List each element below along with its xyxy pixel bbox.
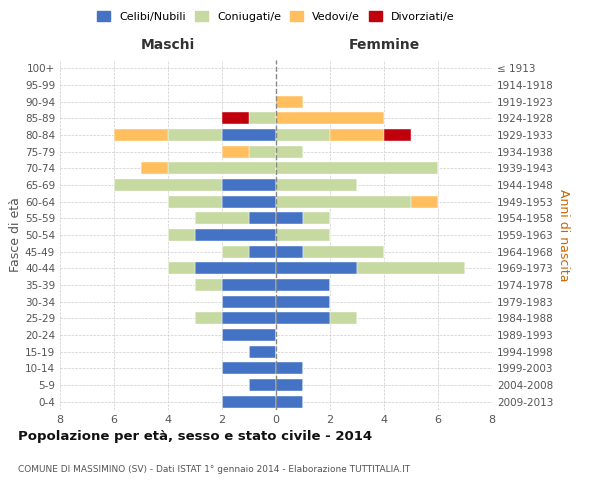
Bar — [276, 279, 330, 291]
Bar — [276, 229, 330, 241]
Bar — [276, 296, 330, 308]
Bar — [222, 279, 276, 291]
Bar — [276, 162, 438, 174]
Bar — [303, 246, 384, 258]
Bar — [276, 312, 330, 324]
Bar — [276, 129, 330, 141]
Text: Femmine: Femmine — [349, 38, 419, 52]
Bar — [168, 196, 222, 207]
Bar — [168, 162, 276, 174]
Bar — [195, 279, 222, 291]
Text: Maschi: Maschi — [141, 38, 195, 52]
Bar — [276, 246, 303, 258]
Bar — [276, 262, 357, 274]
Bar — [222, 112, 249, 124]
Bar — [330, 129, 384, 141]
Bar — [168, 229, 195, 241]
Bar — [222, 179, 276, 191]
Bar — [222, 146, 249, 158]
Bar — [411, 196, 438, 207]
Bar — [195, 262, 276, 274]
Bar — [357, 262, 465, 274]
Bar — [249, 146, 276, 158]
Bar — [222, 312, 276, 324]
Bar — [141, 162, 168, 174]
Bar — [249, 346, 276, 358]
Bar — [168, 262, 195, 274]
Bar — [195, 212, 249, 224]
Bar — [276, 196, 411, 207]
Bar — [276, 179, 357, 191]
Bar — [222, 246, 249, 258]
Bar — [276, 96, 303, 108]
Text: Popolazione per età, sesso e stato civile - 2014: Popolazione per età, sesso e stato civil… — [18, 430, 372, 443]
Bar — [384, 129, 411, 141]
Bar — [222, 196, 276, 207]
Text: COMUNE DI MASSIMINO (SV) - Dati ISTAT 1° gennaio 2014 - Elaborazione TUTTITALIA.: COMUNE DI MASSIMINO (SV) - Dati ISTAT 1°… — [18, 465, 410, 474]
Bar — [249, 246, 276, 258]
Bar — [222, 129, 276, 141]
Bar — [249, 212, 276, 224]
Bar — [276, 362, 303, 374]
Bar — [222, 329, 276, 341]
Bar — [195, 229, 276, 241]
Bar — [276, 212, 303, 224]
Bar — [276, 112, 384, 124]
Legend: Celibi/Nubili, Coniugati/e, Vedovi/e, Divorziati/e: Celibi/Nubili, Coniugati/e, Vedovi/e, Di… — [94, 8, 458, 25]
Bar — [195, 312, 222, 324]
Y-axis label: Anni di nascita: Anni di nascita — [557, 188, 570, 281]
Bar — [114, 129, 168, 141]
Bar — [330, 312, 357, 324]
Bar — [303, 212, 330, 224]
Bar — [249, 379, 276, 391]
Bar — [114, 179, 222, 191]
Y-axis label: Fasce di età: Fasce di età — [9, 198, 22, 272]
Bar — [222, 396, 276, 407]
Bar — [276, 396, 303, 407]
Bar — [222, 296, 276, 308]
Bar — [222, 362, 276, 374]
Bar — [276, 146, 303, 158]
Bar — [276, 379, 303, 391]
Bar — [168, 129, 222, 141]
Bar — [249, 112, 276, 124]
